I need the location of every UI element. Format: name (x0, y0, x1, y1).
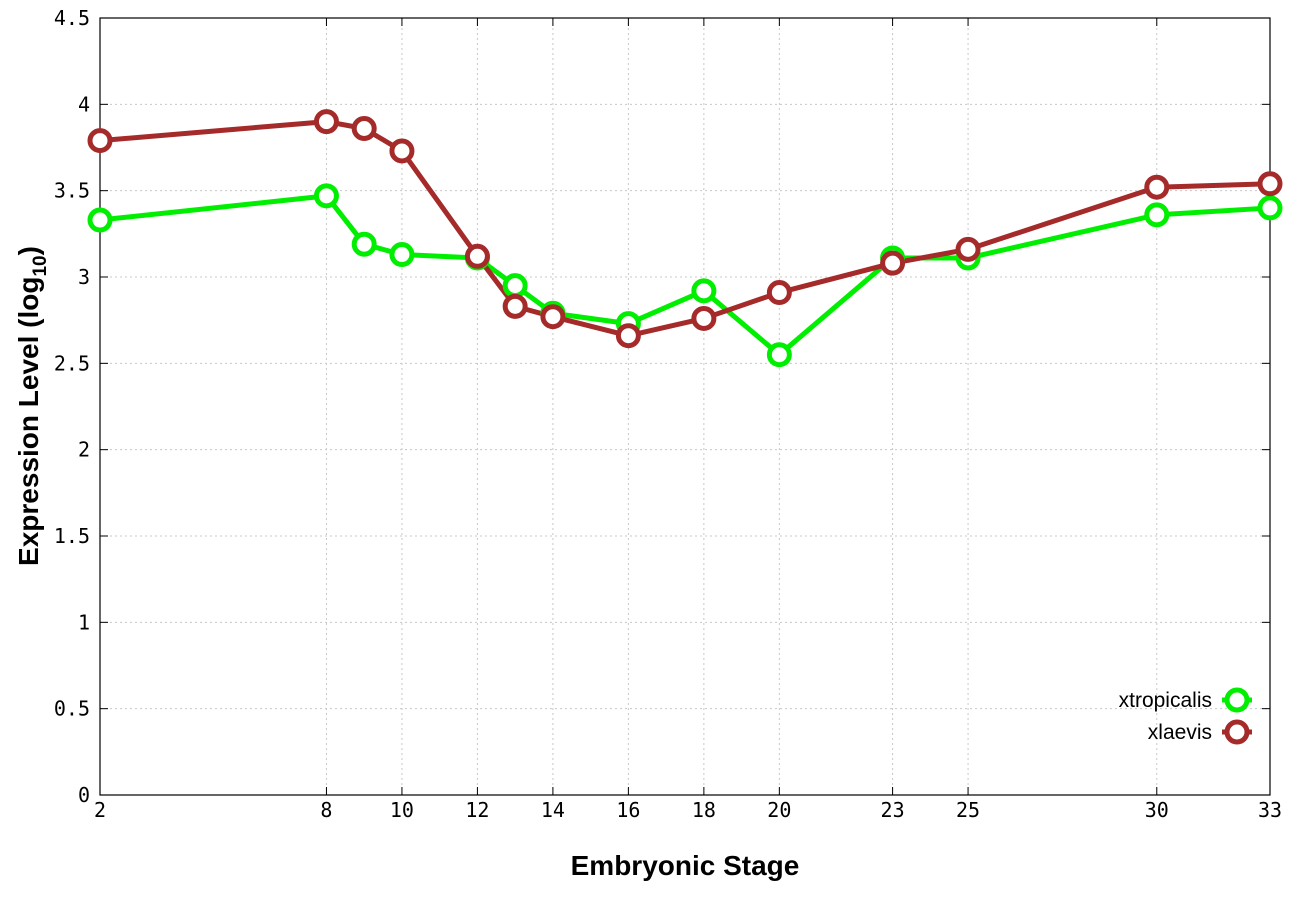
y-tick-label: 2.5 (54, 351, 90, 375)
data-point-xlaevis (540, 304, 566, 330)
x-axis-title: Embryonic Stage (571, 850, 800, 881)
legend-swatch-marker (1224, 687, 1250, 713)
series-lines (87, 109, 1283, 368)
y-tick-label: 1.5 (54, 524, 90, 548)
x-tick-label: 25 (956, 798, 980, 822)
data-point-xtropicalis (766, 342, 792, 368)
y-tick-label: 3.5 (54, 179, 90, 203)
data-point-xlaevis (87, 128, 113, 154)
data-point-xtropicalis (389, 242, 415, 268)
data-point-xtropicalis (313, 183, 339, 209)
y-tick-label: 4.5 (54, 6, 90, 30)
series-line-xtropicalis (99, 193, 1271, 358)
data-point-xtropicalis (351, 231, 377, 257)
x-tick-label: 12 (465, 798, 489, 822)
data-point-xtropicalis (87, 207, 113, 233)
data-point-xlaevis (313, 109, 339, 135)
y-tick-label: 1 (78, 610, 90, 634)
x-tick-label: 18 (692, 798, 716, 822)
data-point-xlaevis (1257, 171, 1283, 197)
x-tick-label: 30 (1145, 798, 1169, 822)
y-axis-title: Expression Level (log10) (13, 246, 51, 566)
x-tick-label: 33 (1258, 798, 1282, 822)
data-point-xlaevis (464, 243, 490, 269)
x-tick-label: 20 (767, 798, 791, 822)
plot-frame (99, 17, 1271, 796)
x-tick-label: 16 (616, 798, 640, 822)
y-axis-title-end: ) (13, 246, 44, 255)
y-tick-label: 0.5 (54, 697, 90, 721)
y-tick-label: 2 (78, 438, 90, 462)
data-point-xlaevis (880, 250, 906, 276)
data-point-xlaevis (766, 280, 792, 306)
data-point-xlaevis (502, 293, 528, 319)
x-tick-label: 14 (541, 798, 565, 822)
y-tick-label: 4 (78, 92, 90, 116)
data-point-xlaevis (389, 138, 415, 164)
y-axis-title-subscript: 10 (30, 255, 51, 276)
x-tick-label: 23 (881, 798, 905, 822)
x-tick-label: 2 (94, 798, 106, 822)
legend-label-xlaevis: xlaevis (1148, 721, 1212, 744)
data-point-xlaevis (955, 236, 981, 262)
legend: xtropicalis xlaevis (1119, 687, 1252, 745)
y-tick-label: 3 (78, 265, 90, 289)
axis-ticks: 2 8 10 12 14 16 18 20 23 25 30 33 0 0.5 1 1.5 2 2.5 3 3.5 4 4… (54, 6, 1282, 822)
x-tick-label: 8 (320, 798, 332, 822)
data-point-xlaevis (691, 305, 717, 331)
data-point-xlaevis (615, 323, 641, 349)
data-point-xlaevis (1144, 174, 1170, 200)
grid-lines (100, 18, 1270, 795)
data-point-xtropicalis (691, 278, 717, 304)
x-tick-label: 10 (390, 798, 414, 822)
data-point-xtropicalis (502, 273, 528, 299)
y-axis-title-main: Expression Level (log (13, 277, 44, 566)
data-point-xtropicalis (1144, 202, 1170, 228)
y-tick-label: 0 (78, 783, 90, 807)
legend-swatch-marker (1224, 719, 1250, 745)
legend-label-xtropicalis: xtropicalis (1119, 689, 1212, 712)
data-point-xlaevis (351, 116, 377, 142)
data-point-xtropicalis (1257, 195, 1283, 221)
